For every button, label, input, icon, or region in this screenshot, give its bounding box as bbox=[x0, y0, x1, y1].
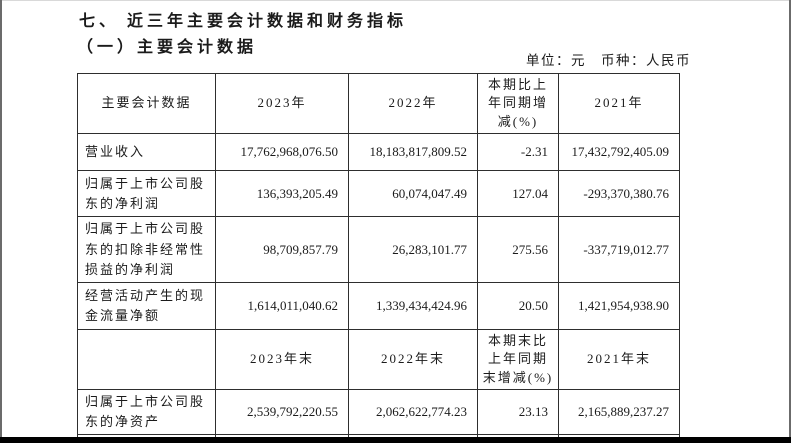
metric-label: 归属于上市公司股东的扣除非经常性损益的净利润 bbox=[77, 216, 216, 283]
row-net-profit-attributable: 归属于上市公司股东的净利润 136,393,205.49 60,074,047.… bbox=[77, 170, 680, 218]
row-operating-cash-flow: 经营活动产生的现金流量净额 1,614,011,040.62 1,339,434… bbox=[77, 281, 680, 330]
header-change-pct: 本期比上 年同期增 减(%) bbox=[477, 72, 559, 135]
header-year-2023: 2023年 bbox=[215, 72, 349, 135]
page-edge-right bbox=[789, 0, 791, 443]
subsection-title: （一）主要会计数据 bbox=[77, 39, 258, 56]
value-2021: 1,421,954,938.90 bbox=[558, 281, 680, 330]
value-2023: 2,539,792,220.55 bbox=[215, 389, 349, 436]
page-bottom-border bbox=[0, 437, 791, 443]
value-change: 275.56 bbox=[477, 216, 559, 283]
row-operating-revenue: 营业收入 17,762,968,076.50 18,183,817,809.52… bbox=[77, 133, 680, 172]
value-change: 127.04 bbox=[477, 170, 559, 218]
metric-label: 经营活动产生的现金流量净额 bbox=[77, 281, 216, 330]
value-2022: 1,339,434,424.96 bbox=[348, 281, 478, 330]
header-end-change-pct: 本期末比 上年同期 末增减(%) bbox=[477, 328, 559, 391]
table-header-row-period-end: 2023年末 2022年末 本期末比 上年同期 末增减(%) 2021年末 bbox=[77, 328, 680, 391]
section-title: 七、 近三年主要会计数据和财务指标 bbox=[79, 13, 408, 30]
header-year-2022: 2022年 bbox=[348, 72, 478, 135]
value-change: 23.13 bbox=[477, 389, 559, 436]
header-end-2021: 2021年末 bbox=[558, 328, 680, 391]
value-2022: 18,183,817,809.52 bbox=[348, 133, 478, 172]
value-2023: 98,709,857.79 bbox=[215, 216, 349, 283]
page-edge-top bbox=[0, 0, 791, 1]
metric-label: 归属于上市公司股东的净资产 bbox=[77, 389, 216, 436]
value-change: 20.50 bbox=[477, 281, 559, 330]
value-2023: 17,762,968,076.50 bbox=[215, 133, 349, 172]
value-2023: 136,393,205.49 bbox=[215, 170, 349, 218]
row-net-assets-attributable: 归属于上市公司股东的净资产 2,539,792,220.55 2,062,622… bbox=[77, 389, 680, 436]
header-year-2021: 2021年 bbox=[558, 72, 680, 135]
page-edge-left bbox=[0, 0, 2, 443]
metric-label: 归属于上市公司股东的净利润 bbox=[77, 170, 216, 218]
unit-currency-note: 单位：元 币种：人民币 bbox=[526, 53, 691, 68]
accounting-data-table: 主要会计数据 2023年 2022年 本期比上 年同期增 减(%) 2021年 … bbox=[77, 72, 680, 443]
value-change: -2.31 bbox=[477, 133, 559, 172]
table-header-row-annual: 主要会计数据 2023年 2022年 本期比上 年同期增 减(%) 2021年 bbox=[77, 72, 680, 135]
metric-label: 营业收入 bbox=[77, 133, 216, 172]
header-end-2023: 2023年末 bbox=[215, 328, 349, 391]
value-2021: -293,370,380.76 bbox=[558, 170, 680, 218]
value-2022: 26,283,101.77 bbox=[348, 216, 478, 283]
value-2022: 60,074,047.49 bbox=[348, 170, 478, 218]
value-2023: 1,614,011,040.62 bbox=[215, 281, 349, 330]
value-2021: -337,719,012.77 bbox=[558, 216, 680, 283]
value-2022: 2,062,622,774.23 bbox=[348, 389, 478, 436]
value-2021: 2,165,889,237.27 bbox=[558, 389, 680, 436]
header-end-2022: 2022年末 bbox=[348, 328, 478, 391]
header-empty bbox=[77, 328, 216, 391]
header-metric-label: 主要会计数据 bbox=[77, 72, 216, 135]
row-net-profit-excl-nonrecurring: 归属于上市公司股东的扣除非经常性损益的净利润 98,709,857.79 26,… bbox=[77, 216, 680, 283]
value-2021: 17,432,792,405.09 bbox=[558, 133, 680, 172]
